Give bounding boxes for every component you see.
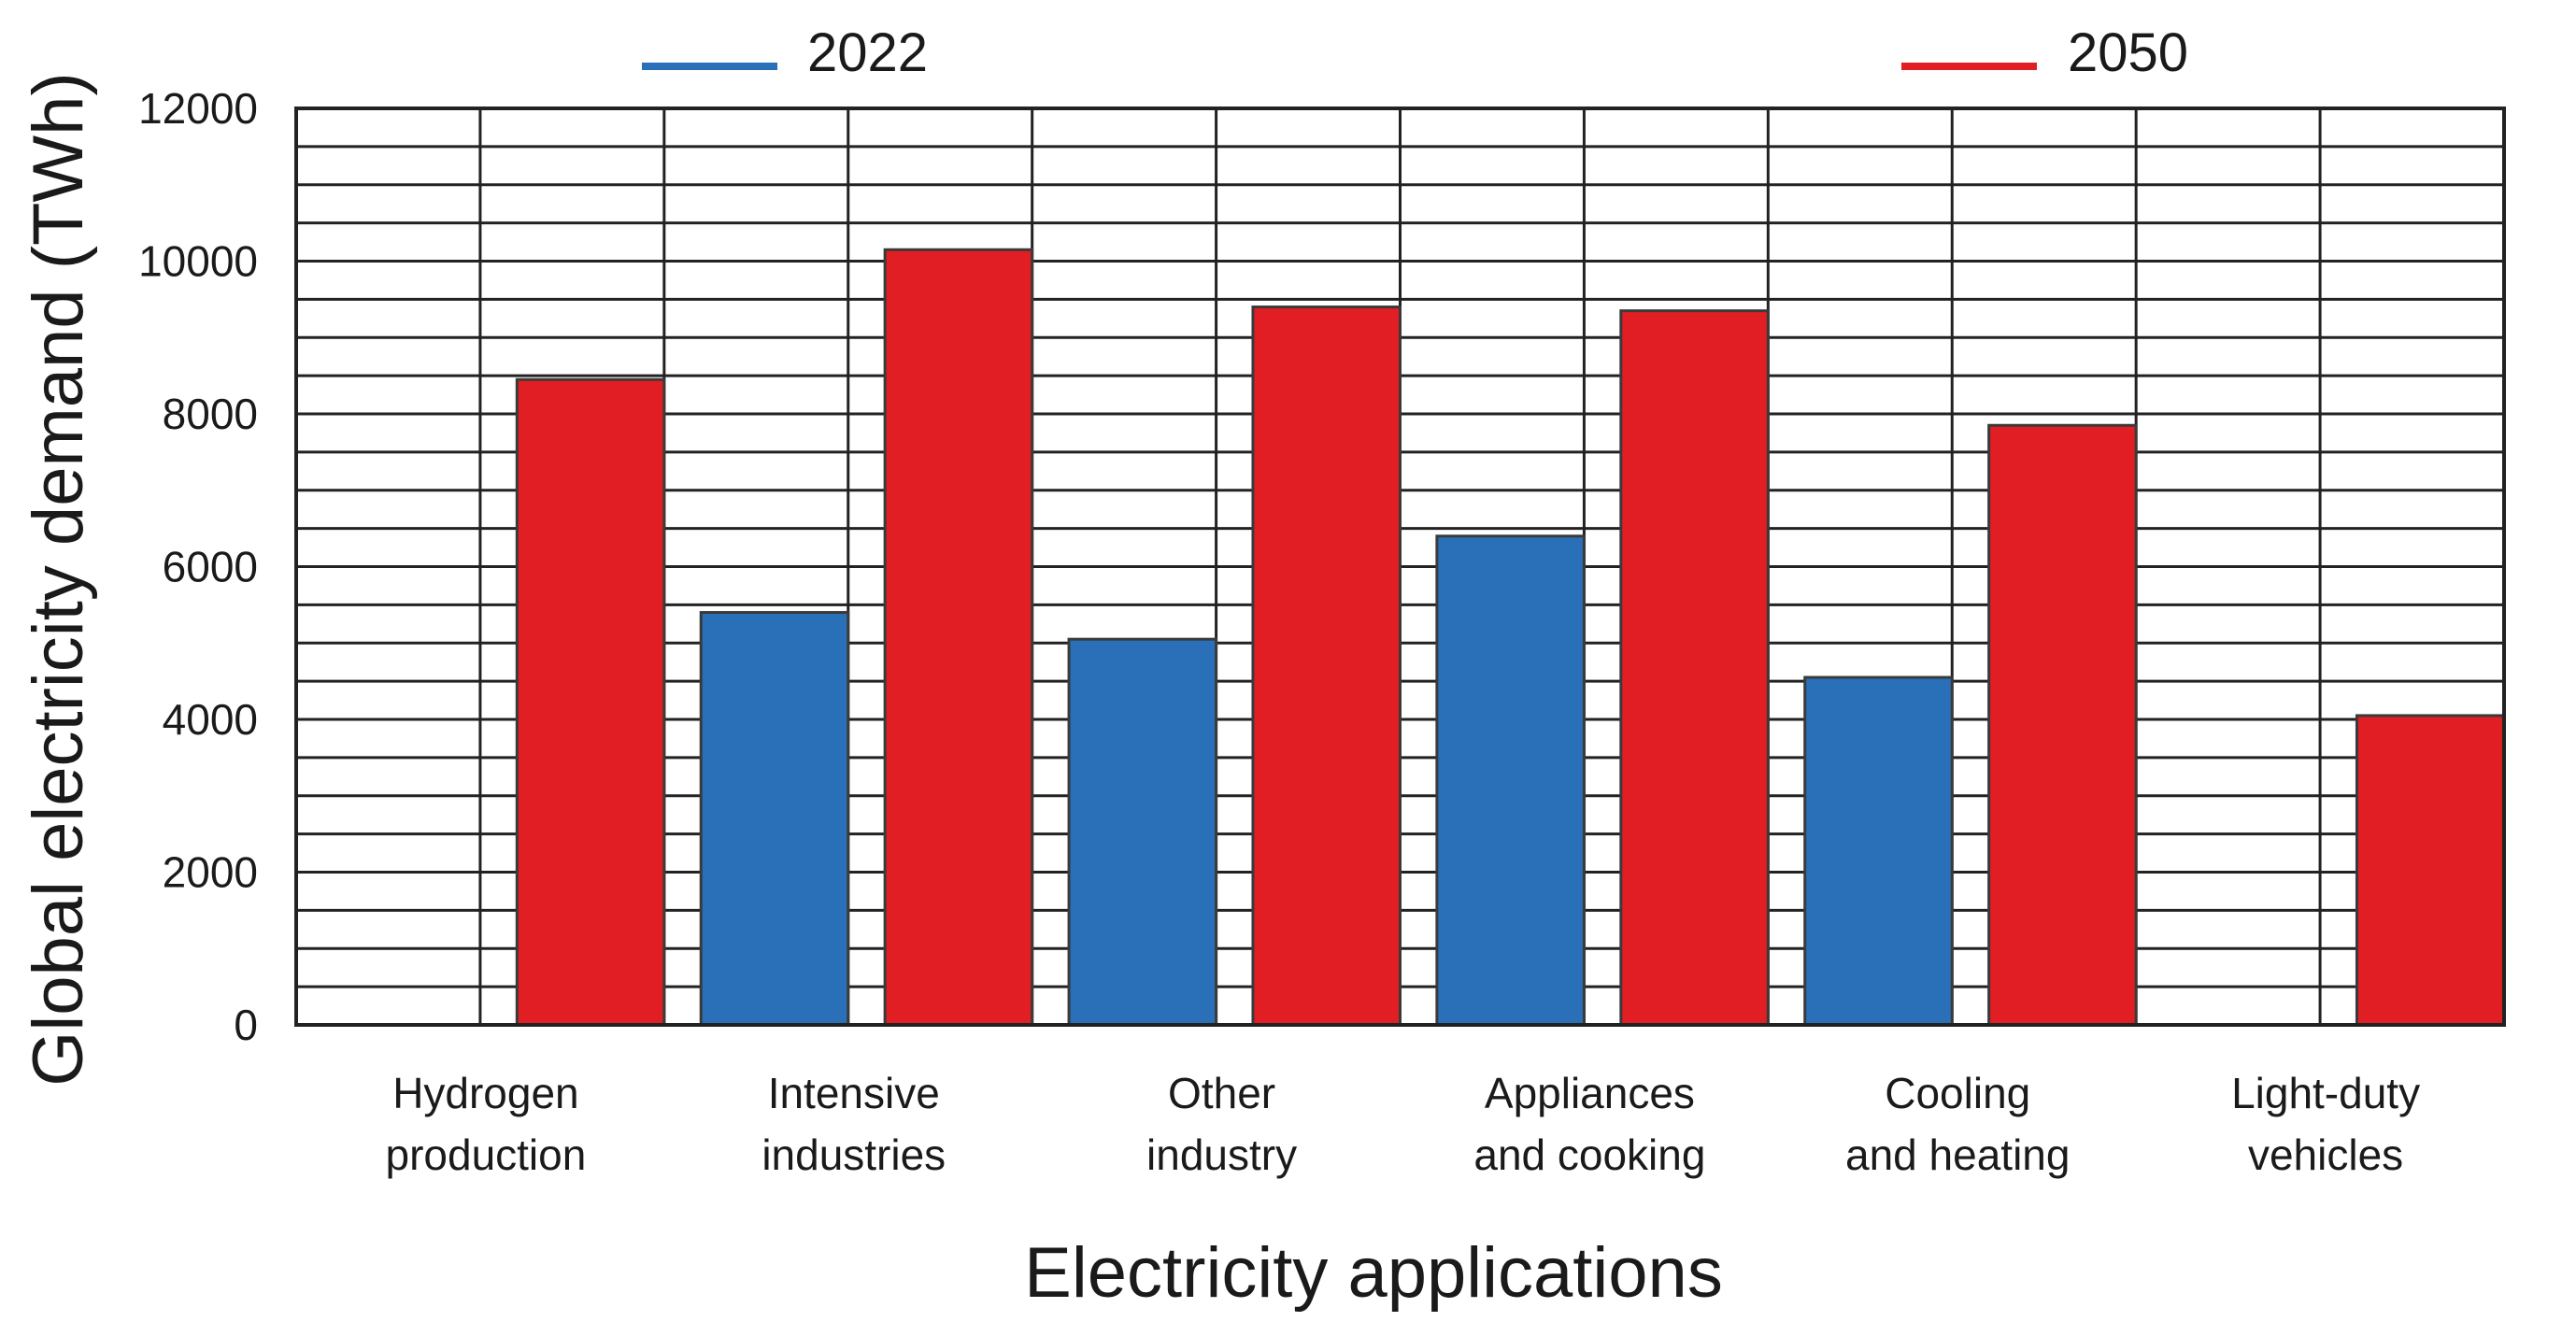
legend-label-2022: 2022 <box>807 22 928 83</box>
y-tick-label: 10000 <box>138 237 258 286</box>
y-tick-label: 0 <box>234 1001 258 1049</box>
bar-2022-1 <box>699 611 850 1027</box>
x-axis-title: Electricity applications <box>1024 1233 1723 1313</box>
bar-2022-2 <box>1067 637 1218 1027</box>
y-axis-title: Global electricity demand (TWh) <box>19 72 98 1086</box>
x-category-label: Other industry <box>1146 1069 1297 1179</box>
y-tick-label: 2000 <box>163 848 258 897</box>
y-tick-label: 6000 <box>163 543 258 591</box>
x-category-label: Hydrogen production <box>386 1069 587 1179</box>
legend-label-2050: 2050 <box>2068 22 2188 83</box>
plot-border <box>294 107 2506 1027</box>
bar-2050-2 <box>1251 306 1402 1027</box>
bar-2050-3 <box>1619 309 1770 1027</box>
y-tick-label: 8000 <box>163 390 258 438</box>
legend: 2022 2050 <box>642 22 2188 83</box>
x-category-label: Light-duty vehicles <box>2231 1069 2420 1179</box>
y-axis-ticks: 0 2000 4000 6000 8000 10000 12000 <box>138 84 258 1049</box>
bar-2022-4 <box>1803 675 1954 1027</box>
bar-2050-4 <box>1987 423 2138 1027</box>
y-tick-label: 4000 <box>163 695 258 744</box>
bar-2022-3 <box>1435 534 1586 1027</box>
x-category-label: Appliances and cooking <box>1473 1069 1705 1179</box>
bars <box>515 248 2506 1027</box>
bar-2050-1 <box>883 248 1034 1027</box>
x-category-label: Intensive industries <box>761 1069 946 1179</box>
plot-frame <box>294 107 2506 1027</box>
y-tick-label: 12000 <box>138 84 258 133</box>
x-category-label: Cooling and heating <box>1845 1069 2070 1179</box>
x-axis-categories: Hydrogen production Intensive industries Oth… <box>386 1069 2421 1179</box>
bar-2050-5 <box>2355 714 2506 1027</box>
bar-2050-0 <box>515 377 666 1027</box>
